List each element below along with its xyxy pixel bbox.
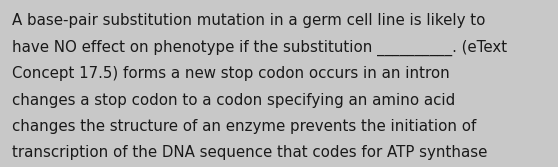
Text: Concept 17.5) forms a new stop codon occurs in an intron: Concept 17.5) forms a new stop codon occ… <box>12 66 450 81</box>
Text: A base-pair substitution mutation in a germ cell line is likely to: A base-pair substitution mutation in a g… <box>12 13 485 28</box>
Text: changes a stop codon to a codon specifying an amino acid: changes a stop codon to a codon specifyi… <box>12 93 455 108</box>
Text: transcription of the DNA sequence that codes for ATP synthase: transcription of the DNA sequence that c… <box>12 145 488 160</box>
Text: changes the structure of an enzyme prevents the initiation of: changes the structure of an enzyme preve… <box>12 119 477 134</box>
Text: have NO effect on phenotype if the substitution __________. (eText: have NO effect on phenotype if the subst… <box>12 40 507 56</box>
